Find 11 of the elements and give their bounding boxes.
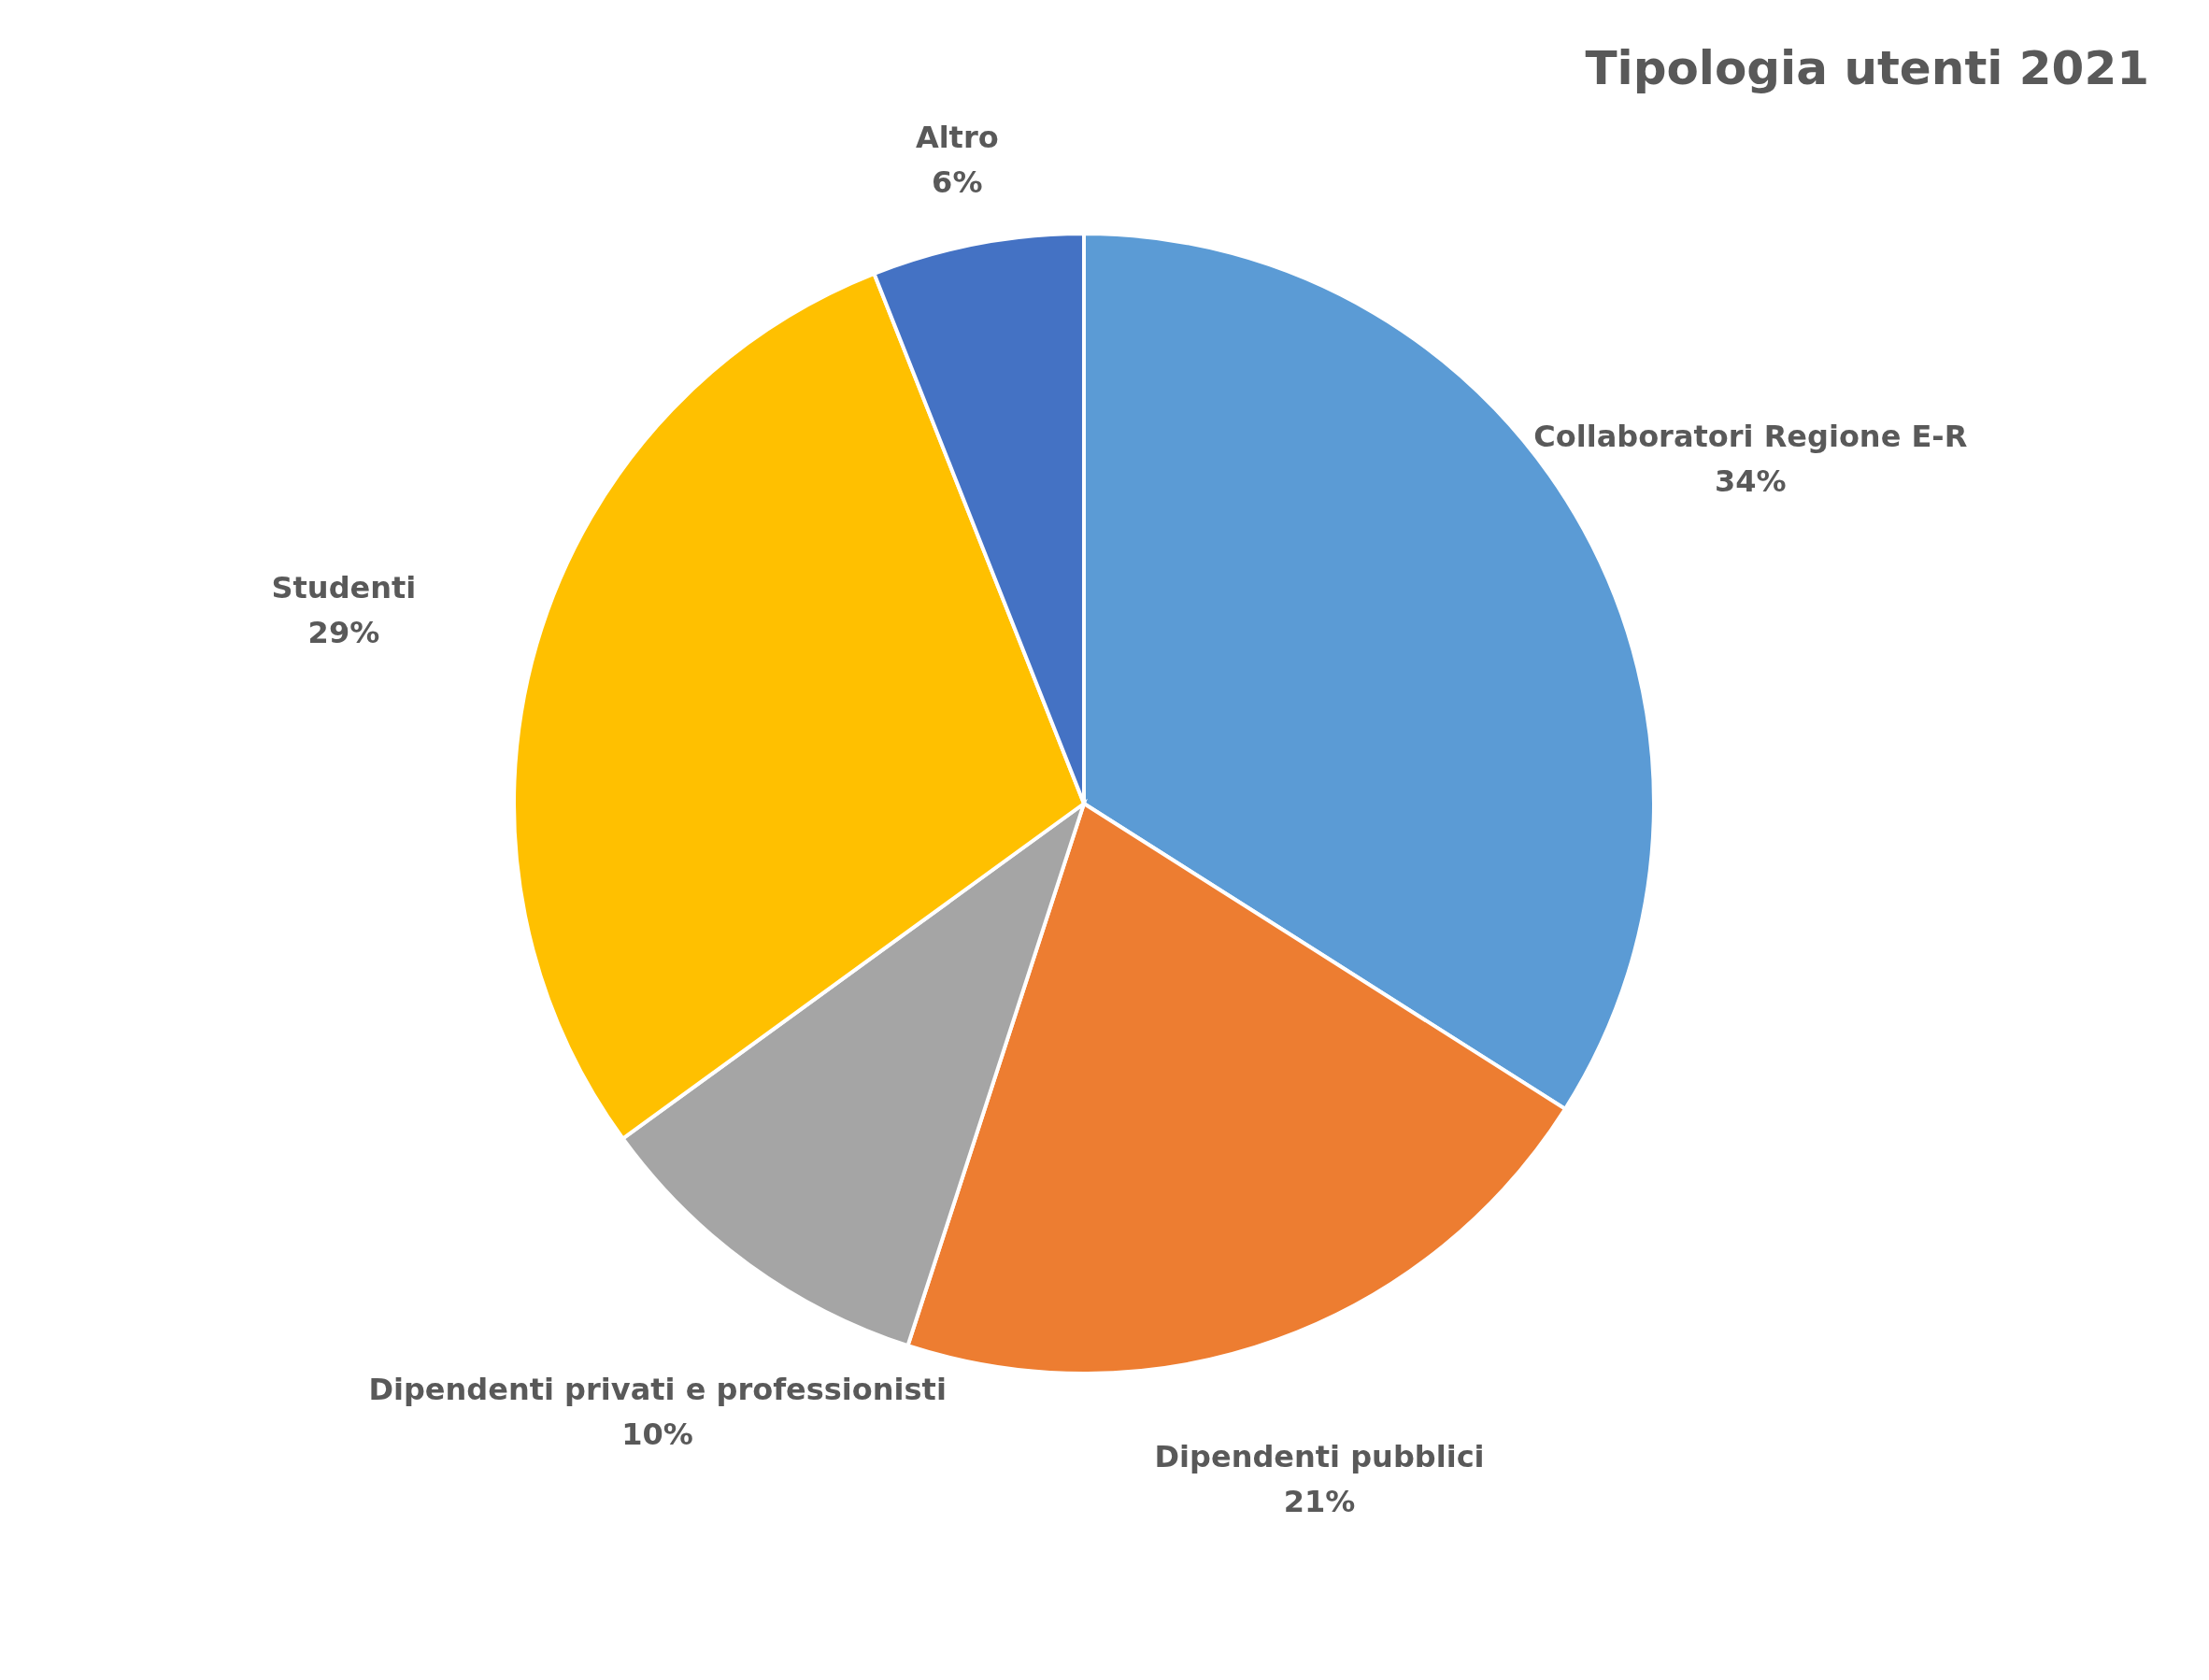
slice-label: Dipendenti pubblici [1154, 1439, 1485, 1475]
slice-label: Dipendenti privati e professionisti [368, 1372, 947, 1408]
data-label: 29% [307, 614, 380, 650]
data-label: 34% [1714, 463, 1787, 499]
data-label: 6% [932, 164, 983, 201]
slice-label: Studenti [271, 569, 417, 605]
slice-label: Altro [915, 120, 999, 156]
data-label: 21% [1283, 1484, 1356, 1520]
data-label: 10% [621, 1417, 693, 1453]
slice-label: Collaboratori Regione E-R [1533, 418, 1968, 454]
chart-title: Tipologia utenti 2021 [1585, 41, 2149, 95]
